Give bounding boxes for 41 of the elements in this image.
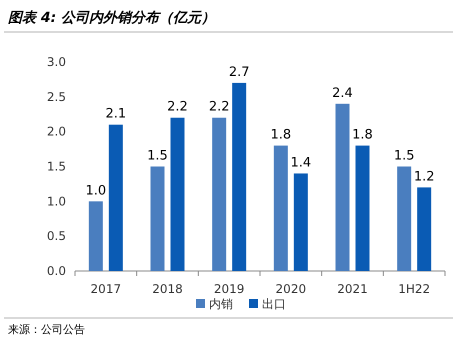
x-tick-label: 1H22: [398, 282, 430, 296]
data-label: 2.2: [167, 100, 188, 115]
bar: [88, 201, 103, 271]
data-label: 1.8: [352, 128, 373, 143]
legend-label: 内销: [209, 297, 233, 311]
x-tick-label: 2018: [152, 282, 183, 296]
bar: [417, 187, 432, 271]
y-tick-label: 1.5: [46, 160, 66, 174]
x-tick-label: 2019: [214, 282, 244, 296]
bar: [170, 118, 184, 271]
legend-label: 出口: [262, 297, 286, 311]
y-tick-label: 0.5: [46, 229, 66, 244]
bar: [232, 82, 246, 271]
chart-title: 图表 4: 公司内外销分布（亿元）: [8, 10, 216, 26]
data-label: 1.4: [290, 155, 312, 170]
y-tick-label: 2.0: [46, 124, 66, 139]
bar: [108, 124, 123, 271]
data-label: 2.7: [228, 64, 250, 80]
bar: [336, 104, 350, 271]
data-label: 1.2: [414, 169, 435, 184]
data-label: 1.5: [394, 148, 415, 164]
bar: [397, 166, 412, 271]
bar: [294, 173, 308, 271]
bar: [274, 146, 288, 271]
x-tick-label: 2020: [276, 282, 306, 296]
data-label: 1.0: [85, 183, 106, 198]
x-tick-label: 2021: [337, 282, 368, 296]
x-tick-label: 2017: [90, 282, 122, 296]
data-label: 2.4: [332, 86, 353, 101]
data-label: 1.5: [147, 148, 168, 164]
data-label: 1.8: [270, 128, 292, 143]
source-note: 来源：公司公告: [8, 323, 85, 336]
bar: [356, 146, 370, 271]
y-tick-label: 1.0: [46, 194, 66, 208]
bar: [212, 118, 226, 271]
y-tick-label: 0.0: [46, 264, 66, 278]
bar: [150, 166, 164, 271]
y-tick-label: 3.0: [46, 55, 66, 69]
data-label: 2.2: [208, 100, 230, 115]
y-tick-label: 2.5: [46, 90, 66, 104]
data-label: 2.1: [105, 106, 126, 122]
